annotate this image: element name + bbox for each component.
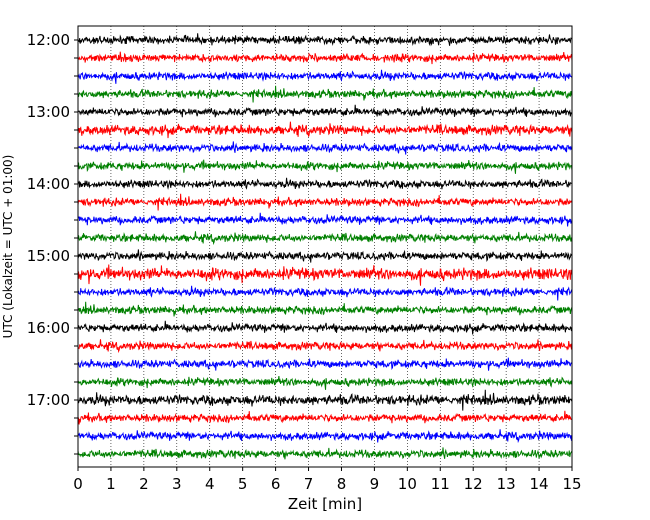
y-tick-label-12:00: 12:00 (27, 31, 70, 49)
trace-17:30 (77, 429, 573, 444)
x-tick-label-15: 15 (562, 475, 581, 493)
x-tick-label-7: 7 (304, 475, 314, 493)
traces (77, 33, 573, 460)
x-tick-label-5: 5 (238, 475, 248, 493)
x-axis: 0 1 2 3 4 5 6 7 8 9 10 11 12 13 14 15 (73, 467, 582, 493)
trace-12:30 (77, 69, 573, 84)
x-tick-label-6: 6 (271, 475, 281, 493)
plot-frame (77, 25, 573, 468)
y-tick-label-16:00: 16:00 (27, 319, 70, 337)
trace-16:00 (77, 320, 573, 335)
x-tick-label-14: 14 (530, 475, 549, 493)
y-tick-label-14:00: 14:00 (27, 175, 70, 193)
x-tick-label-10: 10 (398, 475, 417, 493)
x-tick-label-11: 11 (431, 475, 450, 493)
trace-14:00 (77, 177, 573, 190)
trace-12:15 (77, 51, 573, 65)
trace-15:15 (77, 264, 573, 286)
trace-12:45 (77, 85, 573, 103)
x-tick-label-2: 2 (139, 475, 149, 493)
y-tick-label-15:00: 15:00 (27, 247, 70, 265)
x-tick-label-9: 9 (370, 475, 380, 493)
trace-15:45 (77, 301, 573, 317)
x-tick-label-13: 13 (497, 475, 516, 493)
x-tick-label-12: 12 (464, 475, 483, 493)
y-tick-label-17:00: 17:00 (27, 391, 70, 409)
trace-17:45 (77, 447, 573, 460)
trace-13:00 (77, 104, 573, 118)
trace-13:45 (77, 159, 573, 174)
trace-14:30 (77, 212, 573, 227)
trace-13:30 (77, 141, 573, 155)
trace-16:30 (77, 357, 573, 371)
trace-14:45 (77, 231, 573, 246)
trace-16:45 (77, 376, 573, 390)
x-tick-label-4: 4 (205, 475, 215, 493)
y-axis: 12:00 13:00 14:00 15:00 16:00 17:00 (27, 31, 78, 455)
x-tick-label-1: 1 (106, 475, 116, 493)
trace-16:15 (77, 339, 573, 354)
x-tick-label-0: 0 (73, 475, 83, 493)
trace-17:15 (77, 410, 573, 425)
trace-17:00 (77, 389, 573, 411)
x-tick-label-3: 3 (172, 475, 182, 493)
trace-15:30 (77, 285, 573, 301)
x-tick-label-8: 8 (337, 475, 347, 493)
trace-14:15 (77, 193, 573, 211)
y-axis-label: UTC (Lokalzeit = UTC + 01:00) (1, 155, 15, 339)
y-tick-label-13:00: 13:00 (27, 103, 70, 121)
trace-15:00 (77, 249, 573, 263)
trace-12:00 (77, 33, 573, 47)
trace-13:15 (77, 121, 573, 139)
x-axis-label: Zeit [min] (288, 495, 362, 513)
